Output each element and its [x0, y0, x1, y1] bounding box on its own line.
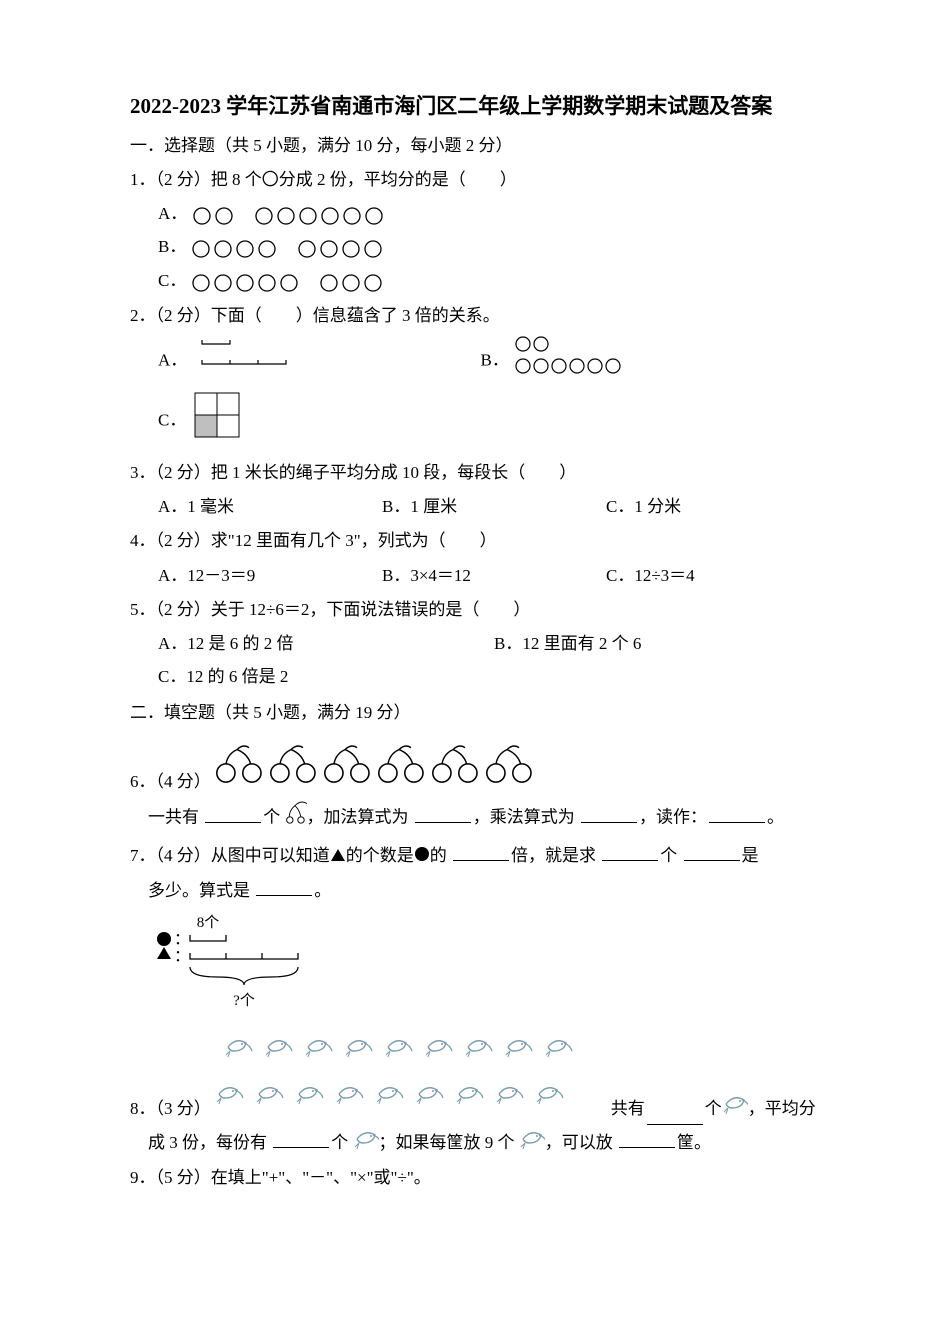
q5-stem: 5．（2 分）关于 12÷6＝2，下面说法错误的是（ ） [130, 594, 830, 626]
q1-optC-circles [191, 266, 421, 298]
section-2-head: 二．填空题（共 5 小题，满分 19 分） [130, 697, 830, 729]
q8-line1: 8．（3 分） 共有 个 ，平均分 [130, 1080, 830, 1125]
q8-l2c: ；如果每筐放 9 个 [379, 1133, 519, 1152]
q8-ta: 共有 [611, 1093, 645, 1125]
q6-t4: ，读作： [639, 808, 707, 827]
q9-stem: 9．（5 分）在填上"+"、"－"、"×"或"÷"。 [130, 1162, 830, 1194]
q2-optA-label: A． [158, 351, 187, 370]
q3-opts: A．1 毫米 B．1 厘米 C．1 分米 [130, 491, 830, 523]
blank [647, 1107, 703, 1125]
blank [256, 878, 312, 896]
cherry-icon [285, 800, 307, 837]
svg-text:?个: ?个 [233, 992, 255, 1009]
q2-row-ab: A． B． [130, 334, 830, 389]
q6: 6．（4 分） [130, 731, 830, 798]
q1-optC: C． [130, 265, 830, 298]
q6-unit: 个 [263, 808, 280, 827]
q2-optC-label: C． [158, 411, 186, 430]
q7-l2b: 。 [314, 881, 331, 900]
q7-d: 倍，就是求 [511, 846, 600, 865]
svg-text:8个: 8个 [197, 914, 220, 931]
shrimp-icon [722, 1093, 748, 1125]
page-title: 2022-2023 学年江苏省南通市海门区二年级上学期数学期末试题及答案 [130, 90, 830, 124]
q8-l2b: 个 [331, 1133, 352, 1152]
q7-e: 个 [660, 846, 681, 865]
q3-optB: B．1 厘米 [382, 491, 606, 523]
blank [709, 805, 765, 823]
q2-stem: 2．（2 分）下面（ ）信息蕴含了 3 倍的关系。 [130, 300, 830, 332]
q4-opts: A．12－3＝9 B．3×4＝12 C．12÷3＝4 [130, 560, 830, 592]
q8-label: 8．（3 分） [130, 1093, 211, 1125]
q8-shrimp-row2 [211, 1080, 611, 1125]
q6-text: 一共有 个 ，加法算式为 ，乘法算式为 ，读作： 。 [130, 800, 830, 837]
q3-optC: C．1 分米 [606, 491, 830, 523]
q2-optC-img [191, 389, 251, 454]
q1-optB-label: B． [158, 237, 186, 256]
q7-c: 的 [430, 846, 451, 865]
q3-stem: 3．（2 分）把 1 米长的绳子平均分成 10 段，每段长（ ） [130, 457, 830, 489]
q1-optB-circles [191, 232, 421, 264]
q3-optA: A．1 毫米 [158, 491, 382, 523]
q4-optC: C．12÷3＝4 [606, 560, 830, 592]
q8-shrimp-row1 [130, 1033, 830, 1078]
blank [581, 805, 637, 823]
q5-opts-ab: A．12 是 6 的 2 倍 B．12 里面有 2 个 6 [130, 628, 830, 660]
q7-a: 7．（4 分）从图中可以知道 [130, 846, 330, 865]
q5-optB: B．12 里面有 2 个 6 [494, 628, 830, 660]
q6-t1: 一共有 [148, 808, 203, 827]
q1-optA: A． [130, 198, 830, 231]
blank [602, 843, 658, 861]
q8-l2e: 筐。 [677, 1133, 711, 1152]
q1-stem: 1．（2 分）把 8 个〇分成 2 份，平均分的是（ ） [130, 164, 830, 196]
q1-optC-label: C． [158, 271, 186, 290]
circle-icon [414, 841, 430, 873]
q8-tc: ，平均分 [748, 1093, 816, 1125]
blank [415, 805, 471, 823]
q4-optB: B．3×4＝12 [382, 560, 606, 592]
q1-optA-label: A． [158, 204, 187, 223]
q7-line1: 7．（4 分）从图中可以知道的个数是的 倍，就是求 个 是 [130, 840, 830, 873]
q6-label: 6．（4 分） [130, 766, 211, 798]
blank [619, 1130, 675, 1148]
q7-line2: 多少。算式是 。 [130, 875, 830, 907]
q8-l2a: 成 3 份，每份有 [148, 1133, 271, 1152]
q6-t5: 。 [767, 808, 784, 827]
blank [684, 843, 740, 861]
triangle-icon [330, 841, 346, 873]
q1-optB: B． [130, 231, 830, 264]
q7-b: 的个数是 [346, 846, 414, 865]
q7-l2a: 多少。算式是 [148, 881, 254, 900]
section-1-head: 一．选择题（共 5 小题，满分 10 分，每小题 2 分） [130, 130, 830, 162]
q2-optB-label: B． [481, 351, 509, 370]
blank [273, 1130, 329, 1148]
q1-optA-circles [192, 199, 402, 231]
q5-optA: A．12 是 6 的 2 倍 [158, 628, 494, 660]
q7-diagram: ： 8个 ： ?个 [130, 909, 830, 1030]
q6-cherries [211, 731, 571, 798]
q7-f: 是 [742, 846, 759, 865]
q8-tb: 个 [705, 1093, 722, 1125]
q5-optC: C．12 的 6 倍是 2 [130, 661, 830, 693]
blank [453, 843, 509, 861]
blank [205, 805, 261, 823]
q2-optA-img [192, 334, 312, 389]
q4-stem: 4．（2 分）求"12 里面有几个 3"，列式为（ ） [130, 525, 830, 557]
shrimp-icon [519, 1128, 545, 1160]
q2-optB-img [513, 334, 653, 389]
svg-text:：: ： [174, 931, 190, 948]
q6-t2: ，加法算式为 [307, 808, 413, 827]
q8-l2d: ，可以放 [545, 1133, 617, 1152]
q8-line2: 成 3 份，每份有 个 ；如果每筐放 9 个 ，可以放 筐。 [130, 1127, 830, 1160]
exam-page: 2022-2023 学年江苏省南通市海门区二年级上学期数学期末试题及答案 一．选… [0, 0, 950, 1344]
shrimp-icon [353, 1128, 379, 1160]
svg-text:：: ： [174, 948, 190, 965]
q4-optA: A．12－3＝9 [158, 560, 382, 592]
q6-t3: ，乘法算式为 [473, 808, 579, 827]
q2-row-c: C． [130, 389, 830, 454]
